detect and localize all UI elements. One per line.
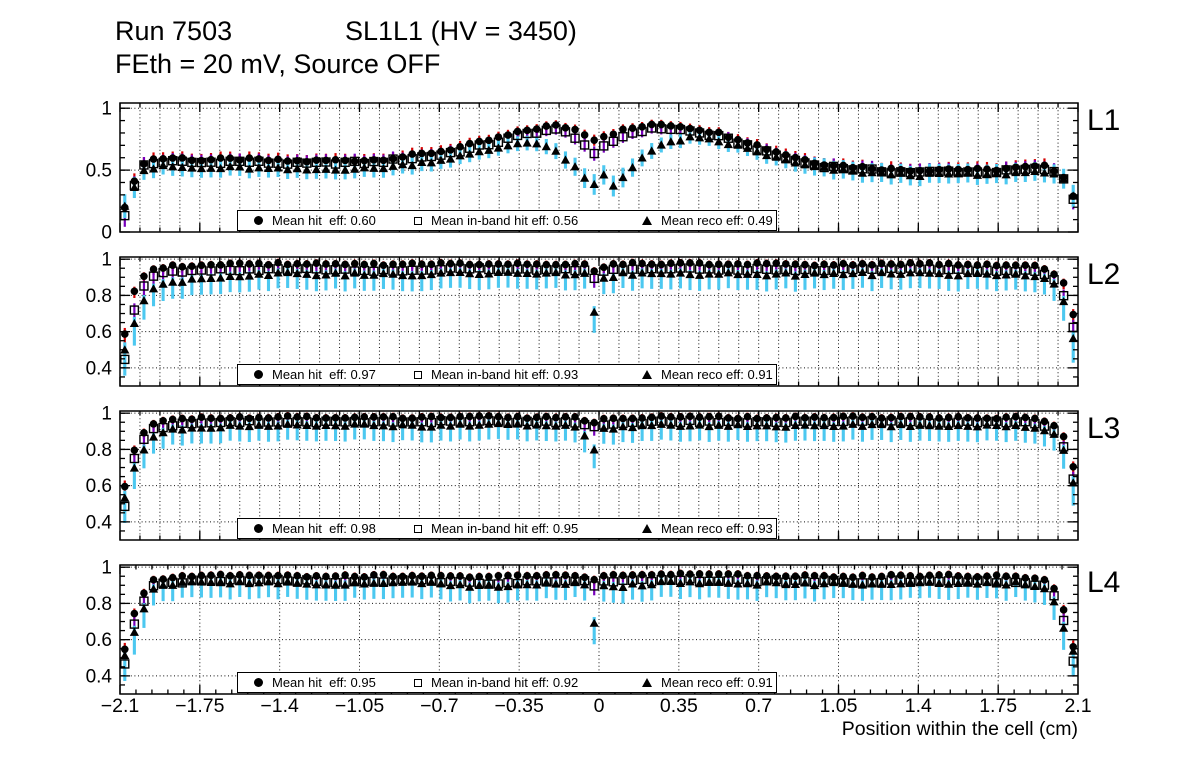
- filled-triangle-icon: [642, 370, 652, 379]
- y-tick-label: 0.6: [86, 630, 112, 651]
- y-tick-label: 1: [101, 99, 112, 120]
- x-tick-label: 0: [594, 695, 605, 717]
- x-axis-title: Position within the cell (cm): [841, 718, 1078, 740]
- x-tick-label: −0.35: [494, 695, 543, 717]
- filled-triangle-icon: [642, 678, 652, 687]
- y-tick-label: 0: [101, 223, 112, 244]
- y-tick-label: 0.8: [86, 286, 112, 307]
- panel-label-L4: L4: [1087, 566, 1121, 599]
- legend-label: Mean hit eff: 0.98: [272, 521, 376, 536]
- y-tick-label: 1: [101, 404, 112, 425]
- filled-triangle-icon: [642, 216, 652, 225]
- y-tick-label: 0.8: [86, 594, 112, 615]
- x-tick-label: −1.4: [260, 695, 299, 717]
- series-reco-markers: [120, 267, 1078, 354]
- legend-label: Mean in-band hit eff: 0.95: [431, 521, 579, 536]
- legend-label: Mean in-band hit eff: 0.92: [431, 675, 579, 690]
- x-tick-label: 1.75: [979, 695, 1017, 717]
- y-tick-label: 0.5: [86, 161, 112, 182]
- legend-label: Mean reco eff: 0.49: [661, 213, 773, 228]
- filled-circle-icon: [254, 524, 263, 533]
- legend-label: Mean reco eff: 0.93: [661, 521, 773, 536]
- series-inband-markers: [120, 574, 1078, 669]
- axis-ticks: [119, 565, 1079, 694]
- series-inband-markers: [120, 415, 1078, 512]
- series-hit-markers: [120, 569, 1078, 654]
- legend-entry-hit: Mean hit eff: 0.97: [254, 367, 414, 382]
- open-square-icon: [414, 678, 422, 687]
- x-tick-label: −1.75: [175, 695, 224, 717]
- filled-circle-icon: [254, 678, 263, 687]
- panel-L4: 0.4 0.6 0.8 1: [86, 558, 1079, 695]
- legend-entry-inband: Mean in-band hit eff: 0.93: [414, 367, 642, 382]
- panel-label-L3: L3: [1087, 412, 1121, 445]
- open-square-icon: [414, 524, 422, 533]
- open-square-icon: [414, 216, 422, 225]
- series-reco-errorbars: [123, 576, 1075, 681]
- x-tick-label: 1.05: [820, 695, 858, 717]
- legend-label: Mean in-band hit eff: 0.56: [431, 213, 579, 228]
- legend-entry-reco: Mean reco eff: 0.93: [642, 521, 776, 536]
- legend-L3: Mean hit eff: 0.98 Mean in-band hit eff:…: [237, 518, 777, 539]
- legend-entry-inband: Mean in-band hit eff: 0.56: [414, 213, 642, 228]
- legend-entry-reco: Mean reco eff: 0.49: [642, 213, 776, 228]
- filled-circle-icon: [254, 370, 263, 379]
- filled-circle-icon: [254, 216, 263, 225]
- legend-label: Mean hit eff: 0.95: [272, 675, 376, 690]
- x-tick-label: 2.1: [1064, 695, 1091, 717]
- legend-entry-inband: Mean in-band hit eff: 0.92: [414, 675, 642, 690]
- series-hit-markers: [120, 258, 1078, 338]
- y-tick-label: 0.8: [86, 440, 112, 461]
- legend-entry-reco: Mean reco eff: 0.91: [642, 675, 776, 690]
- legend-L4: Mean hit eff: 0.95 Mean in-band hit eff:…: [237, 672, 777, 693]
- y-tick-label: 1: [101, 250, 112, 271]
- series-hit-markers: [120, 120, 1078, 212]
- y-tick-label: 0.6: [86, 476, 112, 497]
- open-square-icon: [414, 370, 422, 379]
- legend-entry-hit: Mean hit eff: 0.60: [254, 213, 414, 228]
- x-tick-label: −1.05: [335, 695, 384, 717]
- series-reco-errorbars: [123, 267, 1075, 376]
- y-tick-label: 1: [101, 558, 112, 579]
- panel-L1: 00.51: [86, 99, 1079, 244]
- y-tick-label: 0.4: [86, 512, 113, 533]
- legend-entry-inband: Mean in-band hit eff: 0.95: [414, 521, 642, 536]
- legend-entry-hit: Mean hit eff: 0.95: [254, 675, 414, 690]
- x-tick-label: 0.35: [660, 695, 698, 717]
- panel-label-L2: L2: [1087, 258, 1121, 291]
- legend-label: Mean in-band hit eff: 0.93: [431, 367, 579, 382]
- x-tick-label: −2.1: [101, 695, 140, 717]
- series-reco-markers: [120, 418, 1078, 502]
- legend-entry-reco: Mean reco eff: 0.91: [642, 367, 776, 382]
- title-subtitle: FEth = 20 mV, Source OFF: [115, 49, 441, 79]
- legend-label: Mean hit eff: 0.60: [272, 213, 376, 228]
- title-run: Run 7503: [115, 16, 233, 46]
- series-reco-markers: [120, 576, 1078, 660]
- y-tick-label: 0.6: [86, 322, 112, 343]
- legend-L2: Mean hit eff: 0.97 Mean in-band hit eff:…: [237, 364, 777, 385]
- legend-L1: Mean hit eff: 0.60 Mean in-band hit eff:…: [237, 210, 777, 231]
- x-tick-label: 1.4: [905, 695, 932, 717]
- panel-L3: 0.4 0.6 0.8 1: [86, 404, 1079, 541]
- filled-triangle-icon: [642, 524, 652, 533]
- legend-label: Mean hit eff: 0.97: [272, 367, 376, 382]
- x-tick-label: 0.7: [745, 695, 772, 717]
- panel-label-L1: L1: [1087, 104, 1121, 137]
- series-hit-markers: [120, 412, 1078, 491]
- series-reco-errorbars: [123, 418, 1075, 523]
- legend-label: Mean reco eff: 0.91: [661, 367, 773, 382]
- x-tick-label: −0.7: [420, 695, 459, 717]
- y-tick-label: 0.4: [86, 358, 113, 379]
- y-tick-label: 0.4: [86, 666, 113, 687]
- legend-label: Mean reco eff: 0.91: [661, 675, 773, 690]
- title-config: SL1L1 (HV = 3450): [345, 16, 577, 46]
- legend-entry-hit: Mean hit eff: 0.98: [254, 521, 414, 536]
